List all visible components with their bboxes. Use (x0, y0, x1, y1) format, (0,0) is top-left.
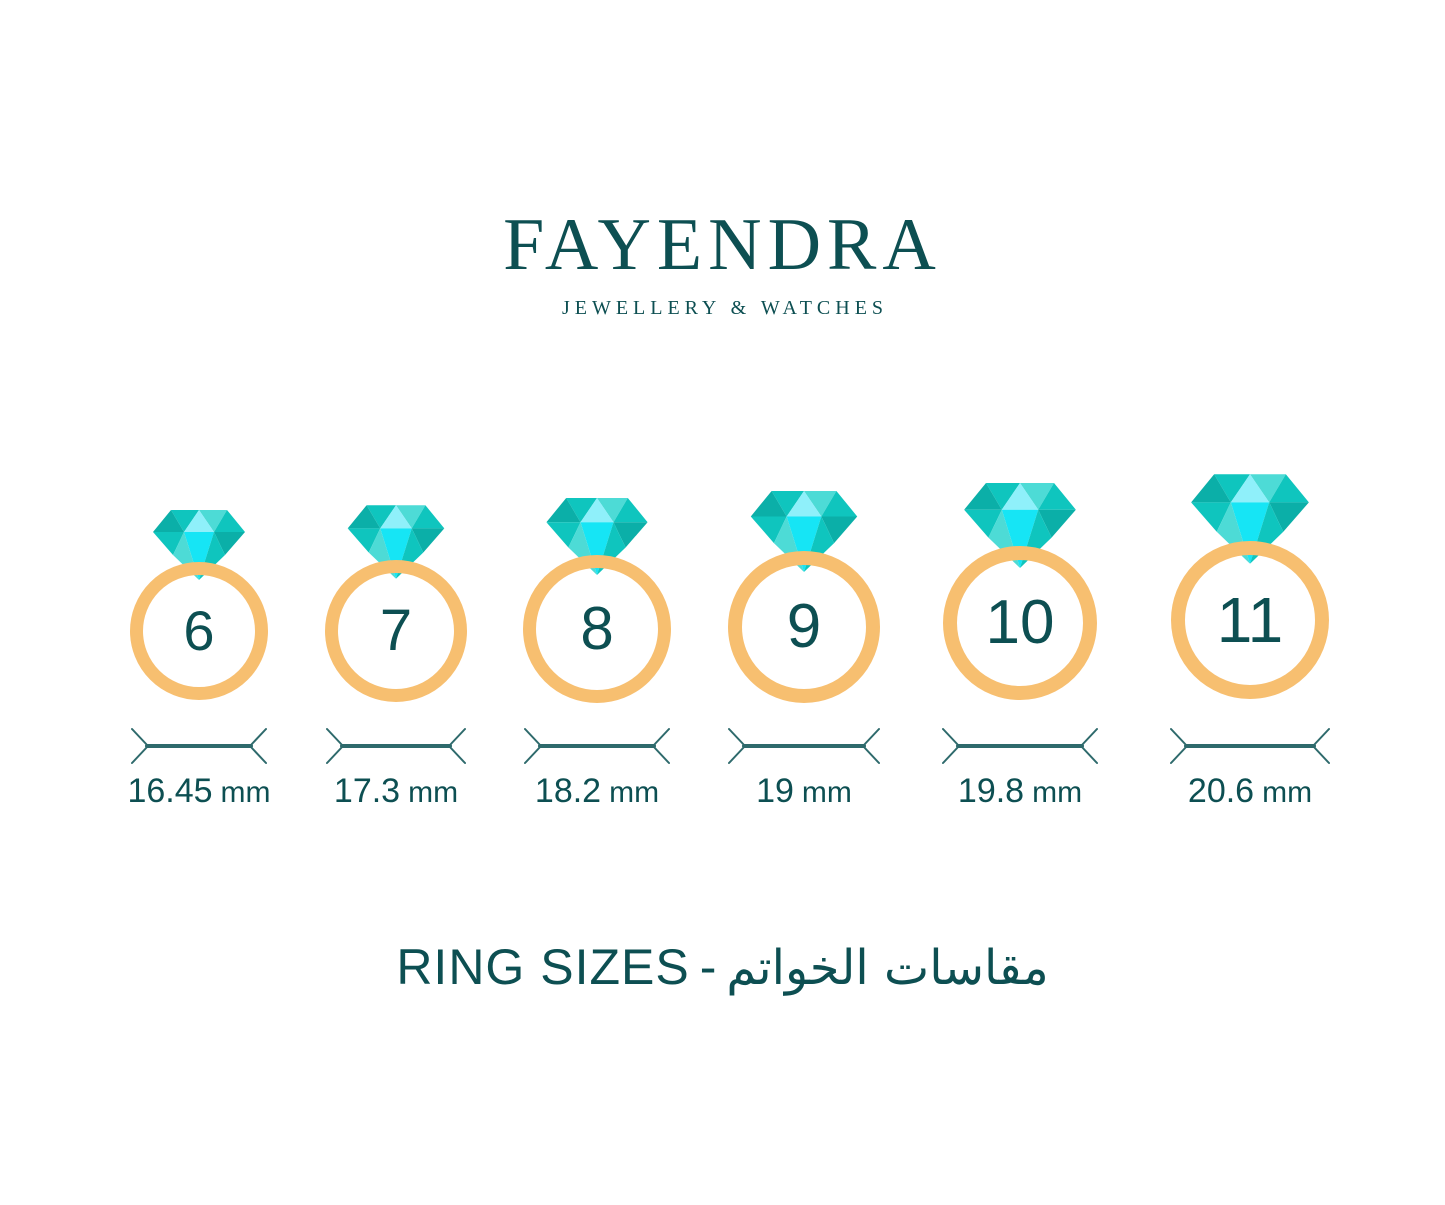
diameter-dimension-line (1170, 724, 1330, 768)
brand-wordmark: FAYENDRA (503, 204, 942, 286)
diameter-dimension-line (942, 724, 1098, 768)
brand-tagline: JEWELLERY & WATCHES (561, 297, 889, 319)
ring-size-number: 7 (379, 598, 413, 663)
ring-band: 6 (130, 562, 268, 700)
ring-diameter-label: 17.3 mm (334, 774, 458, 808)
ring-diameter-label: 19 mm (756, 774, 852, 808)
ring-size-number: 10 (985, 588, 1055, 657)
ring-size-item[interactable]: 6 16.45 mm (89, 448, 309, 828)
ring-band: 9 (728, 551, 880, 703)
ring-size-item[interactable]: 11 20.6 mm (1140, 448, 1360, 828)
diameter-dimension-line (728, 724, 880, 768)
ring-size-row: 6 16.45 mm 7 17.3 mm 8 18.2 mm 9 19 mm 10 19.8 mm 11 20.… (0, 448, 1445, 828)
ring-diameter-value: 20.6 (1187, 772, 1255, 810)
ring-size-number: 11 (1216, 584, 1284, 656)
ring-size-item[interactable]: 9 19 mm (694, 448, 914, 828)
ring-diameter-label: 18.2 mm (535, 774, 659, 808)
ring-band: 10 (943, 546, 1097, 700)
page-title: RING SIZES - مقاسات الخواتم (0, 940, 1445, 995)
ring-diameter-value: 19.8 (957, 772, 1025, 810)
ring-diameter-label: 20.6 mm (1188, 774, 1312, 808)
diameter-dimension-line (326, 724, 466, 768)
ring-diameter-value: 16.45 (127, 772, 213, 810)
ring-diameter-unit: mm (1262, 776, 1313, 809)
page-title-ar: مقاسات الخواتم (726, 940, 1049, 996)
ring-diameter-label: 16.45 mm (127, 774, 270, 808)
ring-diameter-unit: mm (801, 776, 852, 809)
ring-diameter-value: 17.3 (333, 772, 401, 810)
diameter-dimension-line (131, 724, 267, 768)
ring-band: 11 (1171, 541, 1329, 699)
ring-size-number: 6 (183, 599, 215, 662)
page-title-separator: - (699, 939, 717, 995)
ring-size-number: 9 (786, 592, 822, 661)
ring-diameter-unit: mm (220, 776, 271, 809)
ring-band: 8 (523, 555, 671, 703)
diamond-icon (542, 498, 652, 575)
page-title-en: RING SIZES (396, 939, 690, 995)
brand-logo: FAYENDRA JEWELLERY & WATCHES (0, 208, 1445, 318)
ring-size-item[interactable]: 8 18.2 mm (487, 448, 707, 828)
ring-diameter-label: 19.8 mm (958, 774, 1082, 808)
ring-size-item[interactable]: 7 17.3 mm (286, 448, 506, 828)
diameter-dimension-line (524, 724, 670, 768)
ring-band: 7 (325, 560, 467, 702)
ring-diameter-unit: mm (408, 776, 459, 809)
ring-diameter-value: 19 (756, 772, 794, 810)
ring-diameter-unit: mm (609, 776, 660, 809)
ring-diameter-value: 18.2 (534, 772, 602, 810)
ring-size-number: 8 (580, 595, 614, 662)
ring-size-item[interactable]: 10 19.8 mm (910, 448, 1130, 828)
ring-diameter-unit: mm (1032, 776, 1083, 809)
diamond-icon (344, 505, 449, 579)
